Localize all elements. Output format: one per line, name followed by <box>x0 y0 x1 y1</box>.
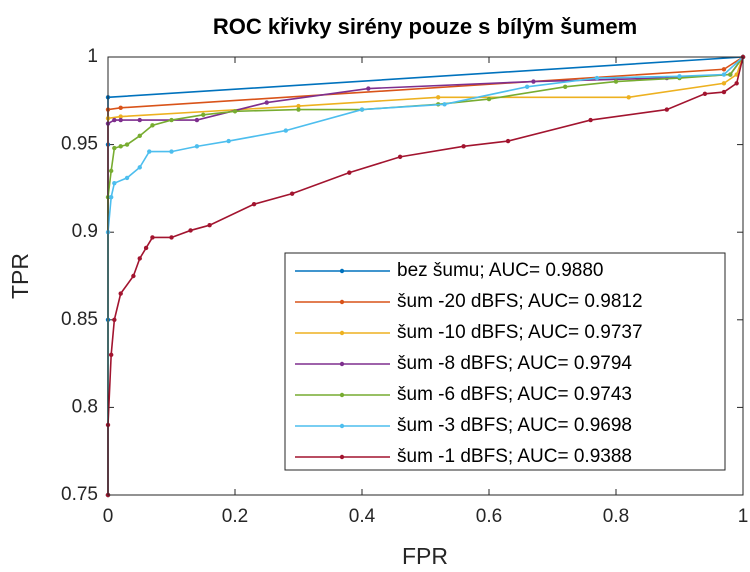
x-axis-label: FPR <box>402 543 448 569</box>
y-tick-label: 0.85 <box>61 309 98 330</box>
legend-dot <box>339 268 345 274</box>
x-tick-label: 0.6 <box>476 506 502 527</box>
y-tick-label: 0.95 <box>61 134 98 155</box>
legend-label: šum -20 dBFS; AUC= 0.9812 <box>397 291 643 312</box>
x-tick-label: 0.8 <box>603 506 629 527</box>
legend-dot <box>339 330 345 336</box>
legend-dot <box>339 299 345 305</box>
x-tick-label: 0.4 <box>349 506 376 527</box>
y-tick-label: 1 <box>87 46 98 67</box>
y-tick-label: 0.75 <box>61 484 98 505</box>
x-tick-label: 1 <box>738 506 749 527</box>
legend-label: šum -8 dBFS; AUC= 0.9794 <box>397 353 632 374</box>
legend-dot <box>339 392 345 398</box>
legend-label: šum -10 dBFS; AUC= 0.9737 <box>397 322 643 343</box>
roc-line <box>105 54 746 498</box>
y-axis-label: TPR <box>7 253 33 299</box>
x-tick-label: 0 <box>103 506 114 527</box>
y-tick-label: 0.9 <box>72 221 98 242</box>
legend-dot <box>339 361 345 367</box>
y-tick-label: 0.8 <box>72 396 98 417</box>
legend-label: bez šumu; AUC= 0.9880 <box>397 260 604 281</box>
legend-box <box>284 252 726 471</box>
legend-label: šum -3 dBFS; AUC= 0.9698 <box>397 415 632 436</box>
x-tick-label: 0.2 <box>222 506 248 527</box>
plot-frame <box>107 56 744 496</box>
legend-label: šum -6 dBFS; AUC= 0.9743 <box>397 384 632 405</box>
chart-title: ROC křivky sirény pouze s bílým šumem <box>213 14 637 39</box>
legend-dot <box>339 423 345 429</box>
legend-label: šum -1 dBFS; AUC= 0.9388 <box>397 446 632 467</box>
legend-dot <box>339 454 345 460</box>
